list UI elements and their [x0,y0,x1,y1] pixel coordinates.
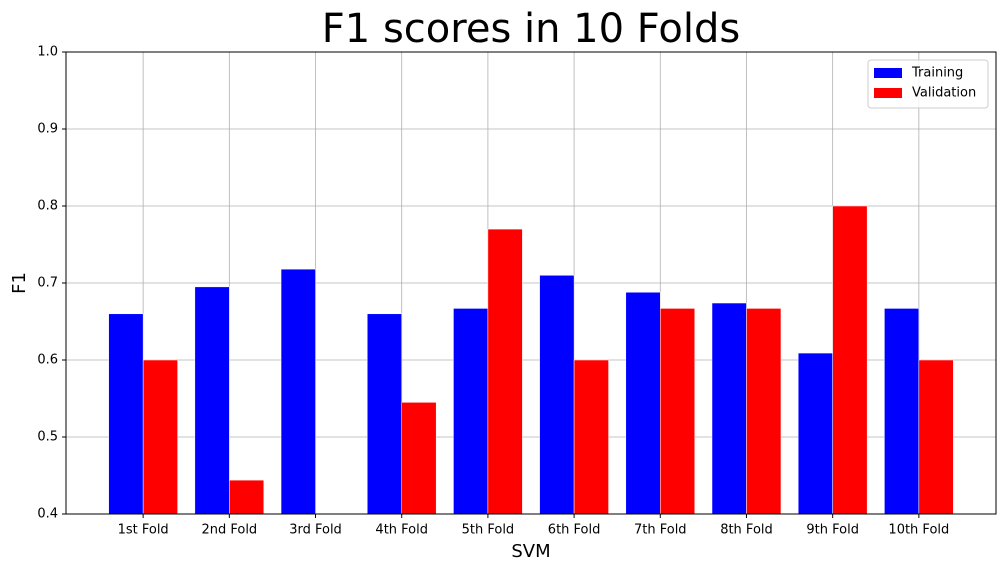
y-tick-label: 0.9 [37,122,58,137]
legend-label: Validation [912,86,976,101]
bar [229,479,265,515]
bar [280,268,316,515]
bar [746,308,782,515]
legend-label: Training [911,66,963,81]
x-tick-label: 5th Fold [462,523,515,538]
legend-swatch [874,68,902,78]
y-axis-label: F1 [9,272,30,294]
y-tick-label: 0.5 [37,430,58,445]
bar [487,228,523,515]
chart-title: F1 scores in 10 Folds [322,6,740,52]
y-tick-label: 1.0 [37,45,58,60]
bar [108,313,144,515]
bar [453,308,489,515]
bar [832,205,868,515]
y-tick-label: 0.6 [37,353,58,368]
x-tick-label: 10th Fold [888,523,949,538]
plot-frame [65,51,997,515]
x-tick-label: 9th Fold [806,523,859,538]
x-tick-label: 2nd Fold [201,523,257,538]
bar [401,402,437,515]
y-tick-label: 0.7 [37,276,58,291]
legend: Training Validation [867,59,989,109]
bar [711,302,747,515]
x-tick-label: 1st Fold [118,523,169,538]
bar [573,359,609,515]
y-tick-label: 0.8 [37,199,58,214]
y-tick-label: 0.4 [37,507,58,522]
bar [918,359,954,515]
x-tick-label: 8th Fold [720,523,773,538]
x-tick-label: 7th Fold [634,523,687,538]
x-tick-label: 3rd Fold [289,523,342,538]
bar [539,275,575,515]
bar [625,291,661,515]
bar [366,313,402,515]
x-axis-label: SVM [511,541,550,562]
x-tick-label: 6th Fold [548,523,601,538]
bar [194,286,230,515]
bar [884,308,920,515]
bar [142,359,178,515]
x-tick-label: 4th Fold [375,523,428,538]
bar [660,308,696,515]
legend-swatch [874,88,902,98]
bar [797,352,833,515]
